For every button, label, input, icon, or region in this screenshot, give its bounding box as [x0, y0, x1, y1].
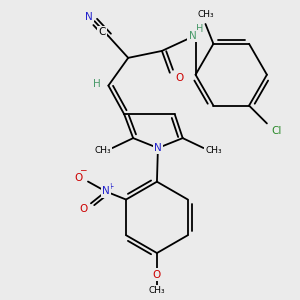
Text: H: H	[93, 79, 101, 88]
Text: CH₃: CH₃	[197, 10, 214, 19]
Text: O: O	[176, 73, 184, 83]
Text: CH₃: CH₃	[148, 286, 165, 295]
Text: O: O	[153, 270, 161, 280]
Text: CH₃: CH₃	[205, 146, 222, 154]
Text: N: N	[85, 12, 92, 22]
Text: C: C	[99, 27, 106, 37]
Text: N: N	[189, 31, 196, 41]
Text: O: O	[74, 172, 82, 183]
Text: O: O	[79, 204, 87, 214]
Text: N: N	[102, 186, 110, 197]
Text: N: N	[154, 143, 162, 153]
Text: −: −	[79, 165, 87, 174]
Text: Cl: Cl	[272, 126, 282, 136]
Text: +: +	[108, 182, 114, 191]
Text: H: H	[196, 24, 203, 34]
Text: CH₃: CH₃	[94, 146, 111, 154]
